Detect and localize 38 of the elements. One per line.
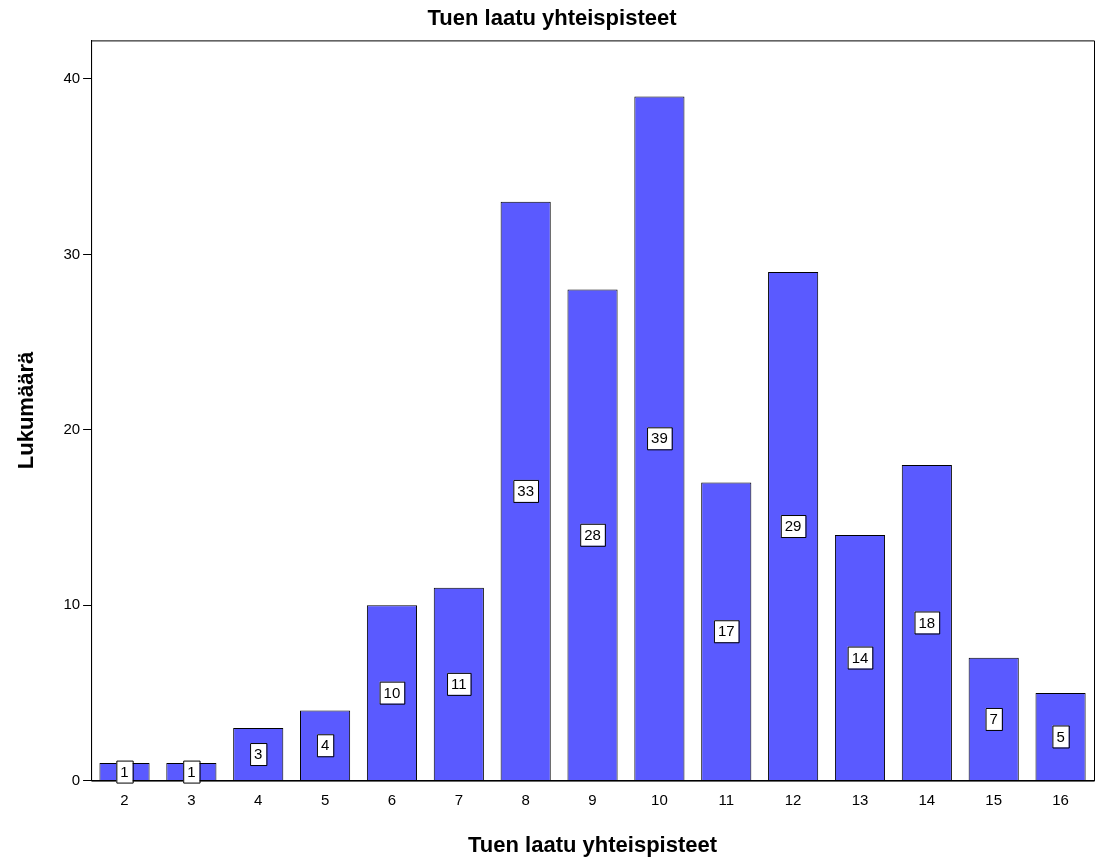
y-tick-label: 10 (63, 595, 81, 613)
data-label: 10 (383, 683, 401, 701)
x-tick-label: 6 (387, 790, 397, 808)
y-tick-label: 40 (63, 69, 81, 87)
x-tick-label: 8 (521, 790, 530, 808)
data-label: 11 (451, 675, 467, 693)
data-label: 7 (989, 710, 998, 728)
data-label: 33 (517, 482, 535, 500)
x-tick-label: 2 (120, 790, 129, 808)
data-label: 28 (584, 525, 601, 543)
x-tick-label: 10 (651, 790, 668, 808)
data-label: 1 (187, 762, 196, 780)
chart-title: Tuen laatu yhteispisteet (427, 5, 678, 31)
x-tick-label: 15 (985, 790, 1003, 808)
data-label: 5 (1056, 727, 1065, 745)
x-tick-label: 5 (320, 790, 330, 808)
x-tick-label: 16 (1052, 790, 1069, 808)
x-tick-label: 3 (187, 790, 196, 808)
data-label: 1 (120, 762, 129, 780)
x-tick-label: 7 (454, 790, 463, 808)
data-label: 29 (784, 517, 802, 535)
data-label: 4 (320, 736, 330, 754)
x-tick-label: 4 (254, 790, 263, 808)
data-label: 17 (717, 622, 735, 640)
data-label: 14 (851, 648, 869, 666)
x-tick-label: 12 (784, 790, 802, 808)
x-tick-label: 9 (588, 790, 597, 808)
x-tick-label: 11 (718, 790, 735, 808)
y-axis-title: Lukumäärä (13, 351, 39, 470)
y-tick-label: 0 (71, 770, 81, 788)
data-label: 39 (651, 429, 668, 447)
x-tick-label: 13 (851, 790, 869, 808)
data-label: 18 (918, 613, 936, 631)
x-tick-label: 14 (918, 790, 936, 808)
data-label: 3 (254, 745, 263, 763)
x-axis-title: Tuen laatu yhteispisteet (468, 831, 718, 857)
y-tick-label: 20 (63, 419, 81, 437)
y-tick-label: 30 (63, 244, 81, 262)
